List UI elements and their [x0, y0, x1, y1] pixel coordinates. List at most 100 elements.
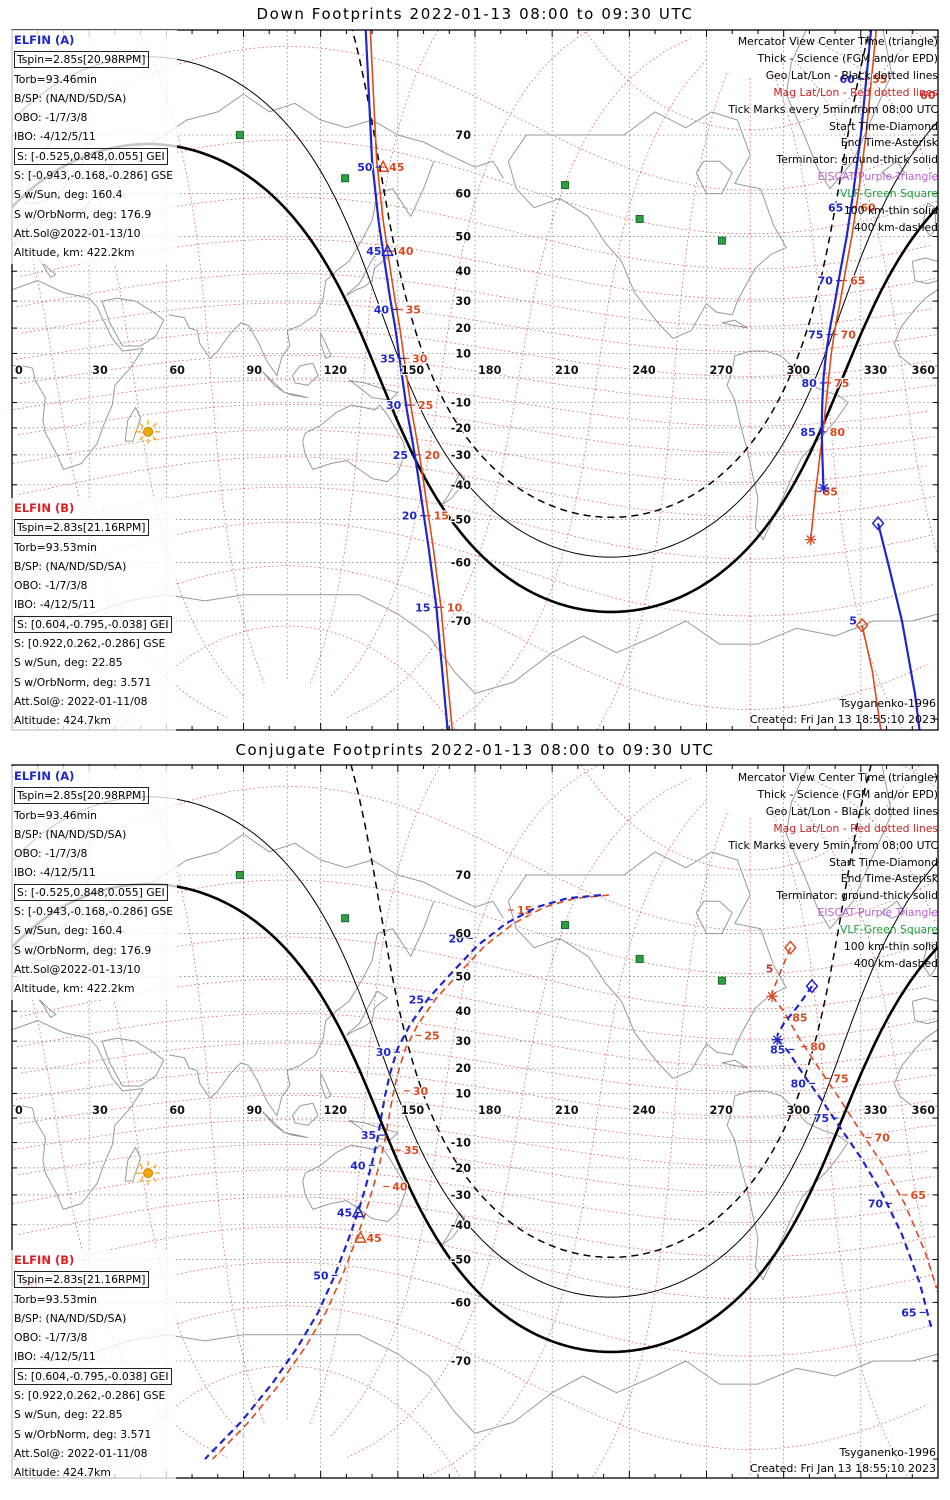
track-tick-label: 30	[376, 1046, 392, 1059]
coastline	[474, 1353, 938, 1434]
panel1-title: Down Footprints 2022-01-13 08:00 to 09:3…	[256, 5, 694, 23]
info-block-elfin-b-panel2: ELFIN (B) Tspin=2.83s[21.16RPM] Torb=93.53…	[10, 1250, 176, 1484]
coastline	[695, 160, 733, 195]
info-line: Tspin=2.83s[21.16RPM]	[14, 518, 172, 537]
track-tick-label: 15	[415, 601, 430, 614]
created-timestamp-panel1: Created: Fri Jan 13 18:55:10 2023	[749, 713, 936, 726]
start-time-diamond	[855, 617, 869, 633]
lat-axis-label: 10	[455, 347, 471, 360]
legend-line: Mag Lat/Lon - Red dotted lines	[773, 85, 938, 99]
lon-axis-label: 240	[632, 364, 656, 377]
coastline	[127, 833, 504, 919]
terminator-400km-dashed	[351, 30, 871, 519]
lon-axis-label: 210	[555, 364, 579, 377]
mag-parallel	[19, 1094, 937, 1142]
track-tick-label: 30	[413, 1085, 429, 1098]
lat-axis-label: 40	[455, 265, 471, 278]
footprint-track-elfin-a	[877, 523, 921, 730]
info-line: Torb=93.46min	[14, 808, 97, 822]
info-line: B/SP: (NA/ND/SD/SA)	[14, 91, 127, 105]
lat-axis-label: -40	[451, 479, 471, 492]
legend-line: EISCAT-Purple Triangle	[817, 170, 938, 184]
lon-axis-label: 330	[864, 1104, 888, 1117]
track-tick-label: 20	[425, 449, 441, 462]
coastline	[37, 257, 57, 278]
info-block-elfin-a-panel1: ELFIN (A) Tspin=2.85s[20.98RPM] Torb=93.46…	[10, 30, 178, 264]
mag-parallel	[21, 1042, 938, 1093]
lon-axis-label: 270	[710, 364, 734, 377]
lon-axis-label: 330	[864, 364, 888, 377]
info-line: S w/OrbNorm, deg: 176.9	[14, 943, 152, 957]
footprint-track-elfin-b	[212, 894, 609, 1460]
panel2-title: Conjugate Footprints 2022-01-13 08:00 to…	[235, 741, 715, 759]
coastline	[785, 765, 893, 930]
vlf-station-square	[561, 921, 570, 930]
coastline	[441, 471, 466, 506]
track-tick-label: 70	[841, 329, 857, 342]
coastline	[284, 392, 309, 399]
coastline	[726, 350, 849, 541]
coastline	[881, 160, 906, 179]
lat-axis-label: -50	[451, 513, 471, 526]
coastline	[37, 997, 57, 1018]
coastline	[124, 407, 142, 442]
lat-axis-label: -10	[451, 397, 471, 410]
lat-axis-label: 70	[455, 869, 471, 882]
terminator-400km-dashed	[350, 765, 872, 1259]
vlf-station-square	[235, 131, 244, 140]
track-tick-label: 45	[389, 161, 404, 174]
lon-axis-label: 30	[92, 364, 108, 377]
lon-axis-label: 90	[247, 1104, 263, 1117]
track-tick-label: 40	[392, 1181, 408, 1194]
mag-meridian	[309, 765, 442, 1424]
mag-meridian	[331, 30, 590, 696]
end-time-asterisk	[806, 535, 816, 545]
legend-line: EISCAT-Purple Triangle	[817, 906, 938, 920]
vlf-station-square	[341, 914, 350, 923]
lat-axis-label: 30	[455, 1035, 471, 1048]
info-line: Att.Sol@: 2022-01-11/08	[14, 1446, 148, 1460]
footprint-track-elfin-b	[369, 30, 454, 730]
track-tick-label: 15	[434, 510, 449, 523]
lat-axis-label: -50	[451, 1253, 471, 1266]
coastline	[507, 851, 787, 1079]
mag-parallel	[12, 429, 929, 483]
lon-axis-label: 300	[787, 364, 811, 377]
info-line: S w/OrbNorm, deg: 3.571	[14, 1427, 152, 1441]
coastline	[127, 93, 504, 179]
lon-axis-label: 360	[912, 364, 936, 377]
lat-axis-label: 20	[455, 1062, 471, 1075]
start-time-diamond	[783, 940, 797, 956]
track-tick-label: 30	[386, 399, 402, 412]
sun-ray	[152, 436, 158, 441]
info-line: Torb=93.53min	[14, 1292, 97, 1306]
legend-panel1: Mercator View Center Time (triangle) Thic…	[728, 34, 938, 237]
mag-parallel	[18, 456, 936, 518]
lon-axis-label: 30	[92, 1104, 108, 1117]
lon-axis-label: 180	[478, 1104, 502, 1117]
track-tick-label: 80	[830, 426, 846, 439]
info-line: IBO: -4/12/5/11	[14, 866, 96, 880]
legend-line: Terminator: ground-thick solid	[776, 153, 938, 167]
lon-axis-label: 150	[401, 364, 425, 377]
track-tick-label: 45	[337, 1206, 352, 1219]
track-tick-label: 75	[833, 1072, 848, 1085]
coastline	[441, 1211, 466, 1246]
coastline	[320, 333, 332, 359]
mag-parallel	[16, 486, 933, 560]
mag-meridian	[309, 30, 439, 684]
lon-axis-label: 60	[169, 364, 185, 377]
vlf-station-square	[561, 181, 570, 190]
mag-meridian	[749, 816, 751, 1478]
mag-parallel	[13, 565, 929, 710]
center-time-triangle	[376, 159, 390, 173]
footprint-track-elfin-a	[364, 30, 449, 730]
track-tick-label: 80	[801, 377, 817, 390]
info-line: B/SP: (NA/ND/SD/SA)	[14, 827, 127, 841]
lon-axis-label: 240	[632, 1104, 656, 1117]
lat-axis-label: 50	[455, 231, 471, 244]
lon-axis-label: 300	[787, 1104, 811, 1117]
info-line: S: [0.922,0.262,-0.286] GSE	[14, 637, 166, 651]
lat-axis-label: -40	[451, 1219, 471, 1232]
legend-line: Geo Lat/Lon - Black dotted lines	[765, 68, 938, 82]
